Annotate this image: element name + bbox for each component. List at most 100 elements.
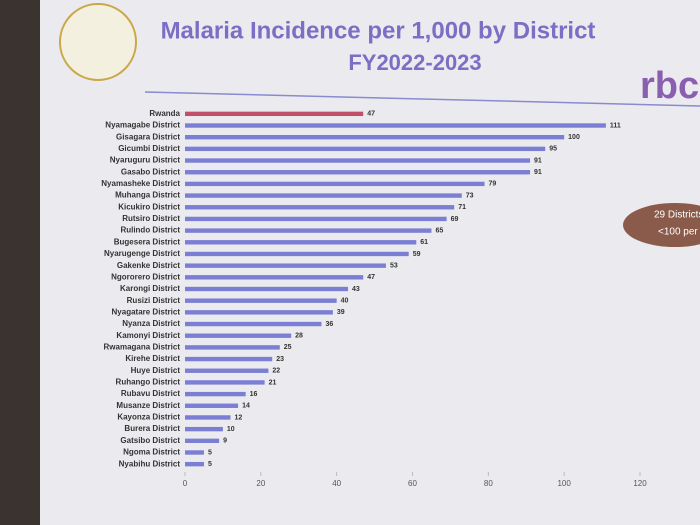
value-label: 47: [367, 111, 375, 118]
bar: [185, 111, 364, 117]
value-label: 73: [466, 192, 474, 199]
y-tick-label: Musanze District: [116, 401, 180, 410]
y-tick-label: Rusizi District: [127, 296, 181, 305]
value-label: 5: [208, 449, 212, 456]
value-label: 95: [549, 146, 557, 153]
bar: [185, 228, 432, 233]
bar: [185, 286, 349, 292]
bar: [185, 368, 269, 373]
value-label: 65: [435, 227, 443, 234]
bar: [185, 461, 204, 467]
y-tick-label: Rutsiro District: [122, 214, 180, 223]
bar: [185, 275, 364, 280]
bar: [185, 345, 280, 350]
y-tick-label: Nyarugenge District: [104, 249, 180, 258]
value-label: 69: [451, 216, 459, 223]
bar: [185, 123, 606, 128]
x-tick-label: 40: [332, 479, 341, 488]
value-label: 47: [367, 274, 375, 281]
bar: [185, 391, 246, 397]
y-tick-label: Rulindo District: [120, 226, 180, 235]
value-label: 16: [250, 391, 258, 398]
value-label: 79: [489, 181, 497, 188]
y-tick-label: Nyanza District: [122, 319, 180, 328]
value-label: 100: [568, 134, 580, 141]
value-label: 53: [390, 262, 398, 269]
y-tick-label: Gatsibo District: [120, 436, 180, 445]
y-tick-label: Kamonyi District: [116, 331, 180, 340]
y-tick-label: Gisagara District: [116, 132, 180, 141]
value-label: 10: [227, 426, 235, 433]
chart-title: Malaria Incidence per 1,000 by District: [161, 17, 596, 44]
bar: [185, 146, 546, 152]
bar: [185, 450, 204, 455]
value-label: 14: [242, 403, 250, 410]
emblem: [59, 3, 137, 81]
bar: [185, 263, 386, 268]
y-tick-label: Gicumbi District: [118, 144, 180, 153]
bar: [185, 251, 409, 257]
bar: [185, 134, 565, 140]
bar: [185, 170, 531, 175]
bar: [185, 403, 239, 408]
y-tick-label: Gasabo District: [121, 167, 180, 176]
x-tick-label: 120: [633, 479, 647, 488]
y-tick-label: Kirehe District: [125, 354, 180, 363]
x-tick-label: 60: [408, 479, 417, 488]
bar: [185, 181, 485, 187]
bar: [185, 333, 292, 338]
value-label: 5: [208, 461, 212, 468]
value-label: 91: [534, 157, 542, 164]
y-tick-label: Karongi District: [120, 284, 180, 293]
value-label: 9: [223, 438, 227, 445]
y-tick-label: Rubavu District: [121, 389, 180, 398]
value-label: 59: [413, 251, 421, 258]
bar: [185, 321, 322, 327]
x-tick-label: 0: [183, 479, 188, 488]
value-label: 21: [269, 379, 277, 386]
y-tick-label: Gakenke District: [117, 261, 180, 270]
y-tick-label: Bugesera District: [114, 237, 181, 246]
value-label: 25: [284, 344, 292, 351]
y-tick-label: Nyamasheke District: [101, 179, 180, 188]
bar: [185, 240, 417, 245]
y-tick-label: Nyagatare District: [112, 307, 181, 316]
bar: [185, 298, 337, 303]
y-tick-label: Nyaruguru District: [110, 156, 181, 165]
y-tick-label: Ngoma District: [123, 448, 180, 457]
value-label: 43: [352, 286, 360, 293]
y-tick-label: Nyabihu District: [119, 459, 181, 468]
value-label: 22: [272, 368, 280, 375]
y-tick-label: Kicukiro District: [118, 202, 180, 211]
bar: [185, 438, 220, 444]
x-tick-label: 20: [256, 479, 265, 488]
value-label: 61: [420, 239, 428, 246]
title-rule: [144, 91, 700, 107]
value-label: 12: [235, 414, 243, 421]
y-tick-label: Huye District: [131, 366, 181, 375]
bar: [185, 380, 265, 385]
value-label: 28: [295, 333, 303, 340]
chart-subtitle: FY2022-2023: [348, 50, 481, 75]
y-tick-label: Ngororero District: [111, 272, 180, 281]
y-tick-label: Rwanda: [149, 109, 180, 118]
y-tick-label: Rwamagana District: [104, 342, 181, 351]
bar: [185, 158, 531, 163]
value-label: 111: [610, 122, 621, 129]
bar: [185, 216, 447, 222]
x-tick-label: 80: [484, 479, 493, 488]
bar: [185, 356, 273, 362]
y-tick-label: Burera District: [124, 424, 180, 433]
slide: [40, 0, 700, 525]
logo: rbc: [640, 65, 699, 107]
y-tick-label: Nyamagabe District: [105, 121, 180, 130]
annotation-box: [623, 203, 700, 247]
bar: [185, 193, 462, 198]
bar: [185, 426, 223, 432]
bar: [185, 415, 231, 420]
value-label: 23: [276, 356, 284, 363]
y-tick-label: Kayonza District: [117, 413, 180, 422]
value-label: 36: [326, 321, 334, 328]
y-tick-label: Muhanga District: [115, 191, 180, 200]
